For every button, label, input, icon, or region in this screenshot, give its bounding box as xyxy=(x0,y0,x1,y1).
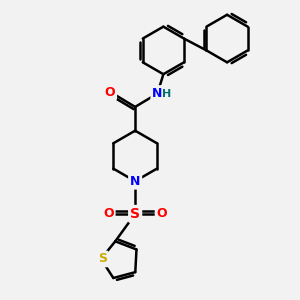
Text: N: N xyxy=(130,175,140,188)
Text: O: O xyxy=(103,207,114,220)
Text: O: O xyxy=(157,207,167,220)
Text: S: S xyxy=(130,207,140,221)
Text: S: S xyxy=(98,253,107,266)
Text: O: O xyxy=(105,85,115,98)
Text: H: H xyxy=(162,89,172,99)
Text: N: N xyxy=(152,87,163,100)
